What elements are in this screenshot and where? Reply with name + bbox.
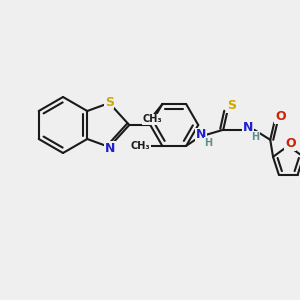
Text: H: H [251,132,259,142]
Text: O: O [275,110,286,123]
Text: H: H [204,138,212,148]
Text: S: S [227,99,236,112]
Text: O: O [285,137,296,150]
Text: N: N [243,121,254,134]
Text: N: N [196,128,206,141]
Text: CH₃: CH₃ [130,141,150,151]
Text: N: N [105,142,116,154]
Text: S: S [105,95,114,109]
Text: CH₃: CH₃ [142,114,162,124]
